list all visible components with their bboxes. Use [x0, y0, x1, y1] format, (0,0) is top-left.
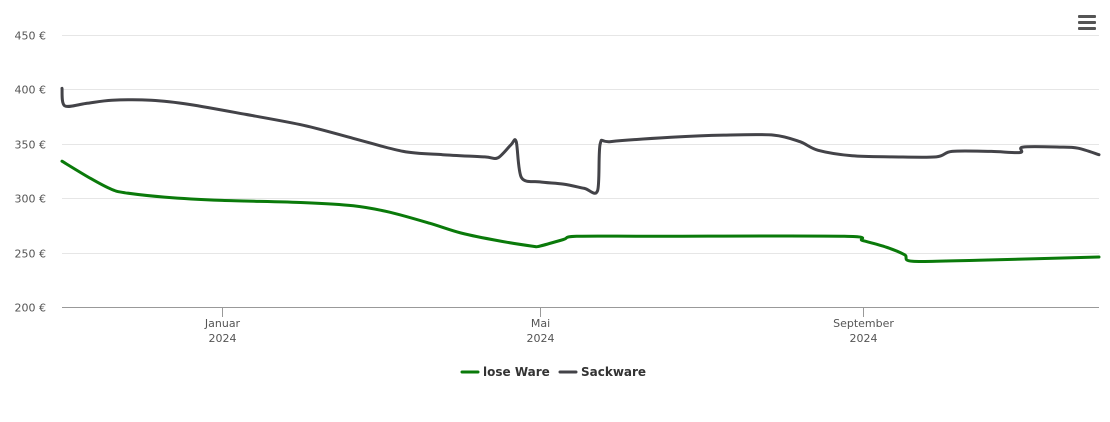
x-tick-year-label: 2024	[527, 332, 555, 345]
chart-menu-icon[interactable]	[1076, 12, 1098, 32]
legend-label: lose Ware	[483, 365, 550, 379]
series-line-0[interactable]	[60, 159, 1101, 264]
x-tick-month-label: Januar	[204, 317, 241, 330]
legend-item[interactable]: lose Ware	[460, 365, 550, 379]
y-tick-label: 450 €	[15, 30, 47, 43]
menu-bar	[1078, 21, 1096, 24]
grid-lines	[62, 35, 1099, 254]
series-line-1[interactable]	[60, 86, 1101, 195]
y-tick-label: 350 €	[15, 139, 47, 152]
series-lines	[60, 86, 1101, 264]
menu-bar	[1078, 27, 1096, 30]
y-tick-label: 250 €	[15, 248, 47, 261]
legend-label: Sackware	[581, 365, 646, 379]
x-tick-year-label: 2024	[209, 332, 237, 345]
y-tick-label: 300 €	[15, 193, 47, 206]
x-tick-year-label: 2024	[850, 332, 878, 345]
x-tick-month-label: Mai	[531, 317, 550, 330]
x-axis-ticks: Januar 2024 Mai 2024 September 2024	[204, 307, 894, 345]
legend: lose Ware Sackware	[460, 365, 646, 379]
y-axis-tick-labels: 200 € 250 € 300 € 350 € 400 € 450 €	[15, 30, 47, 315]
legend-item[interactable]: Sackware	[558, 365, 646, 379]
x-tick-month-label: September	[833, 317, 894, 330]
y-tick-label: 400 €	[15, 84, 47, 97]
y-tick-label: 200 €	[15, 302, 47, 315]
menu-bar	[1078, 15, 1096, 18]
